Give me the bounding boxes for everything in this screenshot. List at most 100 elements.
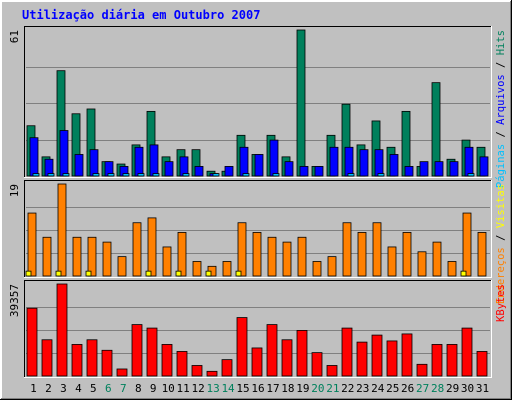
bar [222, 261, 232, 277]
bar [29, 137, 39, 177]
x-tick-label: 25 [386, 382, 399, 395]
series-p-ginas [32, 173, 475, 177]
bar [239, 146, 249, 177]
y-max-label: 39357 [8, 284, 21, 317]
x-tick-label: 26 [401, 382, 414, 395]
x-tick-label: 10 [162, 382, 175, 395]
bar [242, 173, 250, 177]
legend-item: KBytes [495, 284, 507, 322]
bar [327, 256, 337, 277]
legend-hits: Páginas / Arquivos / Hits [495, 30, 507, 188]
x-tick-label: 29 [446, 382, 459, 395]
bar [47, 173, 55, 177]
bar [162, 246, 172, 277]
bar [297, 236, 307, 277]
legend-separator: / [495, 228, 507, 247]
bar [404, 166, 414, 177]
bar [479, 156, 489, 177]
chart-panels: 61 19 39357 [8, 26, 492, 378]
x-tick-label: 30 [461, 382, 474, 395]
bar [59, 130, 69, 177]
bar [164, 161, 174, 177]
y-max-label: 19 [8, 184, 21, 197]
bar [299, 166, 309, 177]
x-tick-label: 8 [135, 382, 142, 395]
bar [387, 246, 397, 277]
bar [341, 327, 353, 377]
x-tick-label: 5 [90, 382, 97, 395]
x-tick-label: 15 [236, 382, 249, 395]
bar [205, 270, 212, 277]
bar [92, 173, 100, 177]
bar [460, 270, 467, 277]
bar [132, 222, 142, 277]
bar [134, 146, 144, 177]
bar [357, 232, 367, 277]
y-max-label: 61 [8, 30, 21, 43]
bar [152, 173, 160, 177]
x-tick-label: 6 [105, 382, 112, 395]
bar [57, 183, 67, 277]
bar [371, 334, 383, 377]
legend-visits: Endereços / Visitas [495, 184, 507, 304]
legend-item: Hits [495, 30, 507, 55]
bar [161, 344, 173, 377]
bar [25, 270, 32, 277]
bar [314, 166, 324, 177]
bar [122, 173, 130, 177]
x-tick-label: 20 [311, 382, 324, 395]
bar [269, 139, 279, 177]
x-tick-label: 11 [177, 382, 190, 395]
bar [284, 161, 294, 177]
series-arquivos [29, 130, 489, 177]
bar [386, 340, 398, 377]
bar [149, 144, 159, 177]
x-tick-label: 16 [251, 382, 264, 395]
bar [116, 368, 128, 377]
bar [179, 156, 189, 177]
x-tick-label: 4 [75, 382, 82, 395]
x-tick-label: 21 [326, 382, 339, 395]
bar [267, 236, 277, 277]
bar [85, 270, 92, 277]
bar [419, 161, 429, 177]
bar [237, 222, 247, 277]
x-tick-label: 2 [45, 382, 52, 395]
legend-separator: / [495, 55, 507, 74]
bar [62, 173, 70, 177]
bar [107, 173, 115, 177]
bar [145, 270, 152, 277]
bar [401, 333, 413, 377]
bar [431, 344, 443, 377]
bar [296, 29, 306, 177]
panel-visits: 19 [8, 180, 492, 278]
bar [446, 344, 458, 377]
bar [86, 339, 98, 377]
x-tick-label: 24 [371, 382, 385, 395]
bar [432, 241, 442, 277]
bar [417, 251, 427, 277]
x-tick-label: 3 [60, 382, 67, 395]
bar [235, 270, 242, 277]
x-tick-label: 13 [206, 382, 219, 395]
x-tick-label: 14 [221, 382, 235, 395]
bar [461, 327, 473, 377]
bar [176, 351, 188, 377]
legend-kbytes: KBytes [495, 284, 507, 322]
bar [347, 173, 355, 177]
legend-item: Páginas [495, 144, 507, 188]
bar [221, 359, 233, 377]
bar [42, 236, 52, 277]
bar [467, 173, 475, 177]
bar [282, 241, 292, 277]
bar [182, 173, 190, 177]
series-kbytes [26, 283, 488, 377]
panel-kbytes: 39357 [8, 280, 492, 378]
x-tick-label: 18 [281, 382, 294, 395]
bar [359, 149, 369, 177]
bar [102, 241, 112, 277]
bar [87, 236, 97, 277]
x-tick-label: 17 [266, 382, 279, 395]
bar [27, 212, 37, 277]
